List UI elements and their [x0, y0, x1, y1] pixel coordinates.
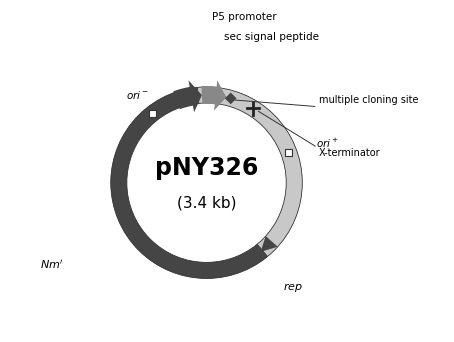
Text: multiple cloning site: multiple cloning site [319, 95, 419, 105]
Polygon shape [200, 88, 217, 103]
Text: P5 promoter: P5 promoter [212, 12, 277, 22]
Text: $\it{ori}^+$: $\it{ori}^+$ [316, 137, 339, 150]
Polygon shape [111, 87, 268, 278]
Bar [149, 110, 156, 117]
Text: $\it{ori}^-$: $\it{ori}^-$ [126, 89, 149, 101]
Bar [286, 149, 292, 156]
Text: pNY326: pNY326 [155, 156, 258, 180]
Polygon shape [202, 80, 226, 110]
Polygon shape [261, 236, 278, 252]
Text: $\it{rep}$: $\it{rep}$ [282, 281, 302, 294]
Text: $\it{Nm'}$: $\it{Nm'}$ [40, 258, 64, 271]
Polygon shape [173, 80, 202, 112]
Polygon shape [198, 87, 302, 256]
Text: X-terminator: X-terminator [319, 148, 381, 158]
Text: sec signal peptide: sec signal peptide [224, 32, 319, 42]
Polygon shape [225, 93, 237, 104]
Text: (3.4 kb): (3.4 kb) [177, 196, 236, 211]
